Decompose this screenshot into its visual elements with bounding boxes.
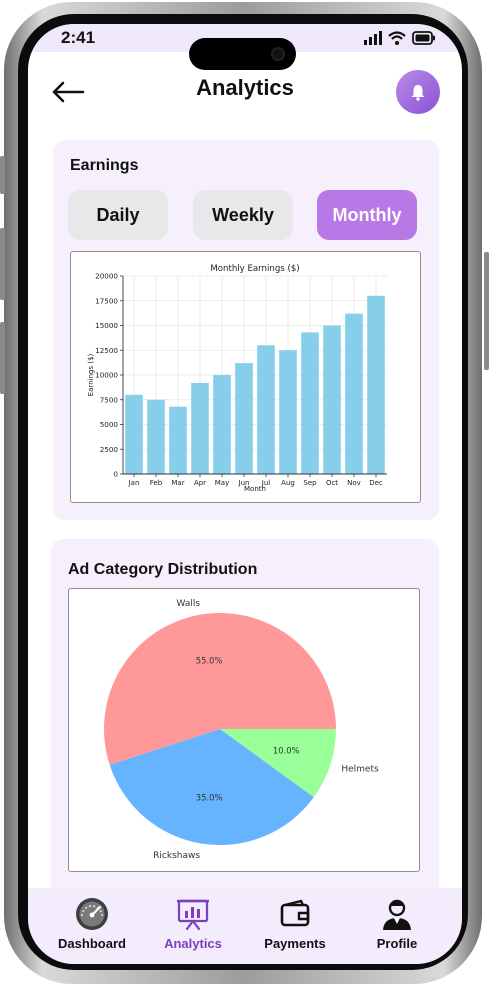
y-tick-label: 2500 — [100, 445, 119, 454]
x-tick-label-nov: Nov — [347, 479, 361, 487]
x-tick-label-mar: Mar — [171, 479, 184, 487]
person-icon — [383, 899, 411, 930]
earnings-bar-chart: 0 2500 5000 7500 10000 12500 15000 17500 20000 Ja… — [87, 264, 387, 493]
x-tick-label-apr: Apr — [194, 479, 206, 487]
tab-daily[interactable]: Daily — [68, 190, 168, 240]
ad-distribution-card: Ad Category Distribution 55.0% Walls 35.0%… — [51, 539, 439, 899]
nav-profile[interactable]: Profile — [347, 896, 447, 951]
pie-slice-walls — [103, 613, 336, 765]
nav-payments-label: Payments — [264, 936, 326, 951]
nav-dashboard-label: Dashboard — [58, 936, 126, 951]
pie-pct-label: 55.0% — [196, 655, 223, 665]
bar-aug — [279, 350, 297, 474]
presentation-chart-icon — [177, 899, 209, 931]
power-button — [484, 252, 489, 370]
camera-icon — [271, 47, 285, 61]
bar-apr — [191, 382, 209, 474]
bar-oct — [323, 325, 341, 474]
x-tick-label-jan: Jan — [128, 479, 140, 487]
pie-slice-helmets — [220, 729, 336, 798]
tab-monthly[interactable]: Monthly — [317, 190, 417, 240]
speedometer-icon — [76, 898, 108, 930]
dynamic-island — [189, 38, 296, 70]
bar-mar — [169, 406, 187, 474]
y-tick-label: 7500 — [100, 395, 119, 404]
wifi-icon — [388, 31, 406, 45]
x-tick-label-jul: Jul — [261, 479, 271, 487]
battery-icon — [412, 31, 435, 45]
ad-distribution-chart: 55.0% Walls 35.0% Rickshaws 10.0% Helmets — [68, 588, 420, 872]
y-tick-label: 5000 — [100, 420, 119, 429]
x-tick-label-dec: Dec — [369, 479, 383, 487]
screen: 2:41 Analytics — [28, 24, 462, 964]
nav-dashboard[interactable]: Dashboard — [42, 896, 142, 951]
tab-weekly[interactable]: Weekly — [193, 190, 293, 240]
volume-down-button — [0, 322, 5, 394]
bar-dec — [367, 295, 385, 474]
volume-up-button — [0, 228, 5, 300]
bottom-navigation: Dashboard Analytics Payment — [28, 888, 462, 964]
y-tick-label: 12500 — [95, 346, 118, 355]
y-axis-label: Earnings ($) — [87, 353, 95, 396]
chart-title: Monthly Earnings ($) — [210, 264, 299, 274]
bar-nov — [345, 313, 363, 474]
ad-distribution-pie-chart: 55.0% Walls 35.0% Rickshaws 10.0% Helmets — [103, 599, 379, 861]
bar-jan — [125, 394, 143, 474]
y-tick-label: 10000 — [95, 371, 118, 380]
status-icons — [364, 31, 436, 45]
status-time: 2:41 — [61, 28, 96, 47]
signal-icon — [364, 31, 382, 45]
page-title: Analytics — [196, 75, 294, 100]
nav-profile-label: Profile — [376, 936, 418, 951]
bar-jun — [235, 363, 253, 474]
nav-analytics-label: Analytics — [164, 936, 222, 951]
pie-label-walls: Walls — [177, 599, 201, 609]
pie-pct-label: 35.0% — [196, 793, 223, 803]
x-axis-label: Month — [244, 485, 266, 493]
x-tick-label-may: May — [215, 479, 229, 487]
silent-switch — [0, 156, 5, 194]
x-tick-label-oct: Oct — [326, 479, 338, 487]
wallet-icon — [280, 899, 310, 927]
arrow-left-icon — [52, 81, 85, 103]
bar-may — [213, 375, 231, 474]
y-tick-label: 15000 — [95, 321, 118, 330]
pie-label-rickshaws: Rickshaws — [153, 851, 200, 861]
earnings-chart: 0 2500 5000 7500 10000 12500 15000 17500 20000 Ja… — [70, 251, 421, 503]
earnings-title: Earnings — [70, 157, 139, 174]
y-tick-label: 0 — [113, 470, 118, 479]
x-tick-label-aug: Aug — [281, 479, 295, 487]
ad-distribution-title: Ad Category Distribution — [68, 561, 258, 578]
nav-payments[interactable]: Payments — [245, 896, 345, 951]
notifications-button[interactable] — [396, 70, 440, 114]
bell-icon — [411, 85, 425, 101]
y-tick-label: 20000 — [95, 272, 118, 281]
bar-feb — [147, 399, 165, 474]
back-button[interactable] — [50, 74, 86, 110]
bar-jul — [257, 345, 275, 474]
x-tick-label-jun: Jun — [238, 479, 250, 487]
x-tick-label-feb: Feb — [150, 479, 163, 487]
pie-pct-label: 10.0% — [273, 746, 300, 756]
y-tick-label: 17500 — [95, 296, 118, 305]
earnings-card: Earnings Daily Weekly Monthly 0 2500 5000 7… — [53, 140, 439, 520]
pie-slice-rickshaws — [109, 729, 314, 845]
nav-analytics[interactable]: Analytics — [143, 896, 243, 951]
x-tick-label-sep: Sep — [303, 479, 317, 487]
bar-sep — [301, 332, 319, 474]
pie-label-helmets: Helmets — [341, 764, 379, 774]
